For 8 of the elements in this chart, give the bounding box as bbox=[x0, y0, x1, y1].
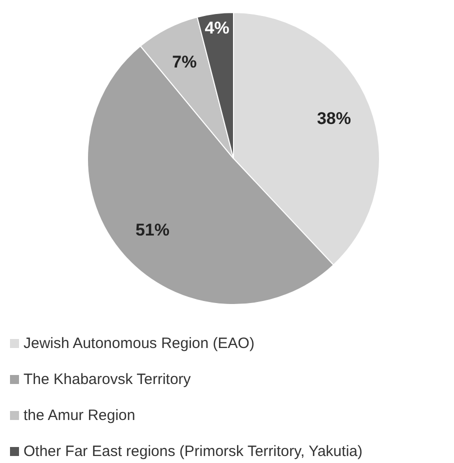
legend-label: The Khabarovsk Territory bbox=[24, 371, 192, 388]
data-label: 38% bbox=[316, 109, 351, 128]
legend-label: Other Far East regions (Primorsk Territory, Yakutia) bbox=[24, 443, 362, 460]
data-label: 7% bbox=[172, 52, 197, 72]
data-label: 4% bbox=[204, 18, 230, 38]
legend-label: the Amur Region bbox=[24, 407, 136, 424]
data-label: 51% bbox=[135, 220, 170, 240]
legend-label: Jewish Autonomous Region (EAO) bbox=[24, 335, 254, 352]
